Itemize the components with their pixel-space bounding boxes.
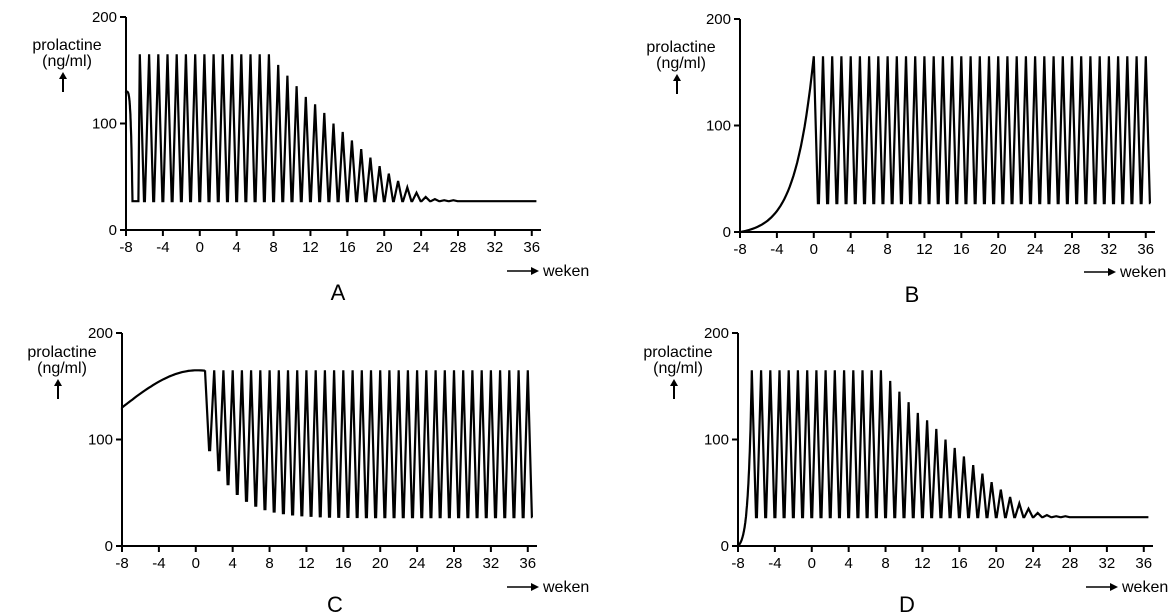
x-tick-label-a: -8 [119, 239, 132, 256]
chart-panel-a: -8 -4 0 4 8 12 16 20 24 28 32 36 0 100 200 prolactine(n… [32, 9, 589, 305]
x-tick-label-a: 16 [339, 239, 356, 256]
x-tick-label-b: -8 [733, 241, 746, 258]
y-tick-label-a: 200 [92, 9, 117, 26]
y-tick-label-d: 200 [704, 325, 729, 342]
x-tick-label-b: 36 [1137, 241, 1154, 258]
y-axis-label-b: (ng/ml) [656, 55, 706, 72]
y-axis-label-a: (ng/ml) [42, 53, 92, 70]
y-tick-label-b: 100 [706, 118, 731, 135]
x-tick-label-b: -4 [770, 241, 783, 258]
y-axis-label-d: (ng/ml) [653, 360, 703, 377]
panel-label-b: B [905, 282, 920, 307]
x-tick-label-d: 28 [1062, 555, 1079, 572]
y-tick-label-b: 0 [723, 224, 731, 241]
x-tick-label-d: 20 [988, 555, 1005, 572]
chart-panel-b: -8 -4 0 4 8 12 16 20 24 28 32 36 0 100 200 prolactine(n… [646, 11, 1166, 307]
y-axis-label-c: (ng/ml) [37, 360, 87, 377]
x-tick-label-c: 20 [372, 555, 389, 572]
x-tick-label-d: 32 [1099, 555, 1116, 572]
x-tick-label-d: 8 [881, 555, 889, 572]
x-tick-label-c: 0 [192, 555, 200, 572]
x-tick-label-b: 20 [990, 241, 1007, 258]
y-tick-label-c: 0 [105, 538, 113, 555]
x-tick-label-c: 8 [265, 555, 273, 572]
x-tick-label-c: 36 [519, 555, 536, 572]
x-tick-label-a: -4 [156, 239, 169, 256]
panel-label-c: C [327, 592, 343, 613]
y-tick-label-d: 100 [704, 432, 729, 449]
y-axis-label-d: prolactine [643, 344, 712, 361]
up-arrowhead-icon [59, 72, 67, 79]
y-axis-label-c: prolactine [27, 344, 96, 361]
x-tick-label-c: 16 [335, 555, 352, 572]
x-tick-label-b: 4 [846, 241, 854, 258]
y-axis-label-a: prolactine [32, 37, 101, 54]
x-tick-label-b: 16 [953, 241, 970, 258]
x-tick-label-d: 12 [914, 555, 931, 572]
x-tick-label-b: 28 [1064, 241, 1081, 258]
right-arrowhead-icon [531, 267, 539, 275]
y-tick-label-a: 100 [92, 116, 117, 133]
x-tick-label-d: 4 [844, 555, 852, 572]
up-arrowhead-icon [54, 379, 62, 386]
x-tick-label-c: 28 [446, 555, 463, 572]
x-tick-label-c: 4 [228, 555, 236, 572]
x-tick-label-d: 16 [951, 555, 968, 572]
y-tick-label-c: 100 [88, 432, 113, 449]
x-tick-label-d: 0 [808, 555, 816, 572]
x-tick-label-b: 0 [810, 241, 818, 258]
x-tick-label-a: 8 [269, 239, 277, 256]
x-axis-label-b: weken [1119, 264, 1166, 281]
prolactine-series-c [120, 369, 533, 519]
right-arrowhead-icon [1108, 268, 1116, 276]
x-tick-label-c: 24 [409, 555, 426, 572]
y-axis-label-b: prolactine [646, 39, 715, 56]
x-tick-label-d: 36 [1135, 555, 1152, 572]
y-tick-label-a: 0 [109, 222, 117, 239]
x-tick-label-c: -4 [152, 555, 165, 572]
up-arrowhead-icon [673, 74, 681, 81]
x-tick-label-a: 36 [523, 239, 540, 256]
x-axis-label-c: weken [542, 579, 589, 596]
x-tick-label-d: -4 [768, 555, 781, 572]
up-arrowhead-icon [670, 379, 678, 386]
x-tick-label-a: 12 [302, 239, 319, 256]
chart-panel-c: -8 -4 0 4 8 12 16 20 24 28 32 36 0 100 200 prolactine(n… [27, 325, 589, 613]
x-axis-label-d: weken [1121, 579, 1168, 596]
x-tick-label-d: 24 [1025, 555, 1042, 572]
x-tick-label-c: 32 [483, 555, 500, 572]
x-tick-label-a: 28 [450, 239, 467, 256]
x-tick-label-c: -8 [115, 555, 128, 572]
right-arrowhead-icon [1110, 583, 1118, 591]
x-axis-label-a: weken [542, 263, 589, 280]
panel-label-d: D [899, 592, 915, 613]
x-tick-label-a: 20 [376, 239, 393, 256]
y-tick-label-d: 0 [721, 538, 729, 555]
x-tick-label-a: 24 [413, 239, 430, 256]
prolactine-series-a [124, 54, 537, 203]
x-tick-label-a: 4 [232, 239, 240, 256]
y-tick-label-b: 200 [706, 11, 731, 28]
panel-label-a: A [331, 280, 346, 305]
x-tick-label-b: 24 [1027, 241, 1044, 258]
x-tick-label-b: 8 [883, 241, 891, 258]
prolactine-series-b [739, 56, 1151, 234]
prolactine-series-d [737, 370, 1149, 547]
x-tick-label-a: 0 [196, 239, 204, 256]
y-tick-label-c: 200 [88, 325, 113, 342]
x-tick-label-b: 32 [1101, 241, 1118, 258]
x-tick-label-c: 12 [298, 555, 315, 572]
right-arrowhead-icon [531, 583, 539, 591]
x-tick-label-b: 12 [916, 241, 933, 258]
x-tick-label-a: 32 [487, 239, 504, 256]
chart-panel-d: -8 -4 0 4 8 12 16 20 24 28 32 36 0 100 200 prolactine(n… [643, 325, 1168, 613]
x-tick-label-d: -8 [731, 555, 744, 572]
